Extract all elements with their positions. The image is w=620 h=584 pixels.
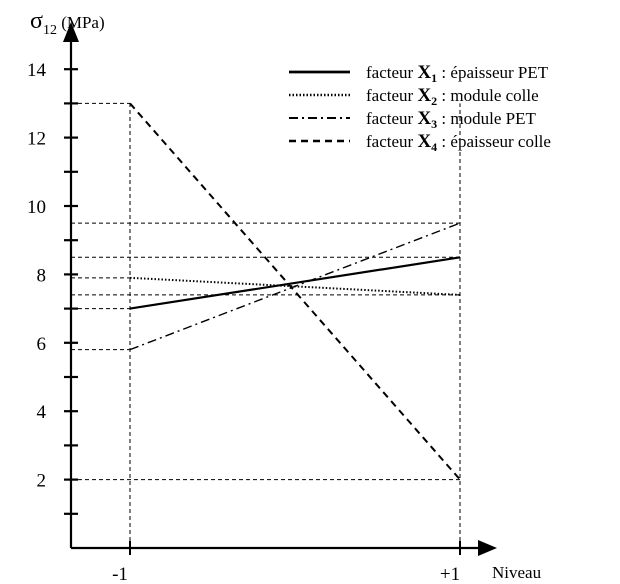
x-axis-label: Niveau — [492, 563, 542, 582]
y-tick-label: 8 — [37, 265, 47, 286]
guide-lines — [71, 102, 461, 548]
y-tick-label: 12 — [27, 129, 46, 150]
y-tick-label: 4 — [37, 402, 47, 423]
series-line-x1 — [129, 256, 461, 310]
legend-entry: facteur X2 : module colle — [366, 85, 539, 108]
axes — [63, 22, 497, 556]
y-axis-arrow — [63, 22, 79, 42]
x-tick-label: +1 — [440, 564, 460, 584]
y-tick-label: 10 — [27, 197, 46, 218]
legend-entry: facteur X4 : épaisseur colle — [366, 131, 551, 154]
legend-entry: facteur X3 : module PET — [366, 108, 536, 131]
legend-entry: facteur X1 : épaisseur PET — [366, 62, 549, 85]
y-tick-label: 2 — [37, 471, 47, 492]
y-tick-label: 6 — [37, 334, 47, 355]
series-lines — [129, 102, 461, 481]
x-axis-arrow — [478, 540, 497, 556]
series-line-x3 — [129, 222, 461, 351]
x-tick-label: -1 — [112, 564, 128, 584]
axis-labels: 2 4 6 8 10 12 14 -1 +1 σ12 (MPa) Niveau — [27, 8, 542, 584]
y-axis-label: σ12 (MPa) — [30, 8, 105, 38]
y-tick-label: 14 — [27, 60, 47, 81]
